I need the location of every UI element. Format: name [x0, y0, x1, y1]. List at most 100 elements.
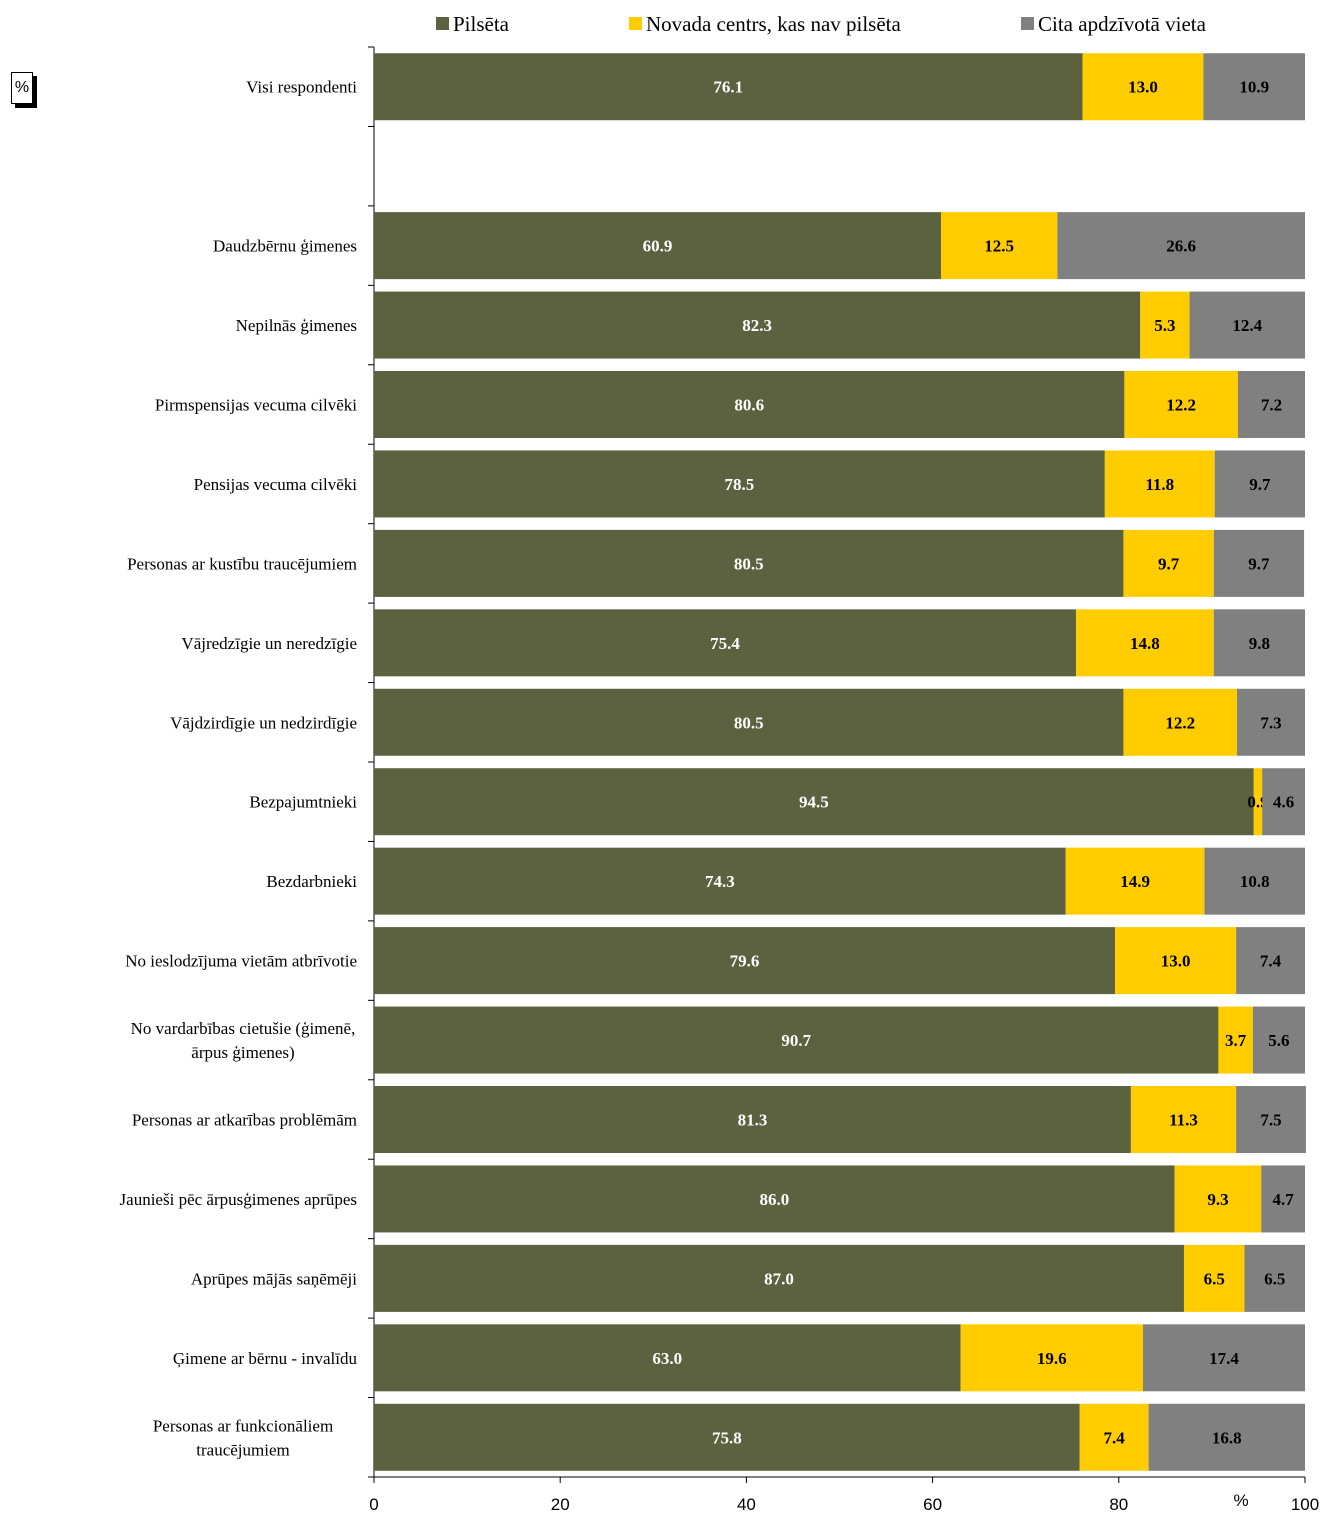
data-label: 86.0: [759, 1190, 789, 1209]
data-label: 14.9: [1120, 872, 1150, 891]
data-label: 90.7: [781, 1031, 811, 1050]
bars: 76.1 13.0 10.9 60.9 12.5 26.6 82.3 5.3 12.4 80.6 1…: [374, 53, 1306, 1471]
category-label: traucējumiem: [196, 1440, 289, 1459]
category-label: Personas ar kustību traucējumiem: [127, 554, 357, 573]
data-label: 3.7: [1225, 1031, 1247, 1050]
data-label: 17.4: [1209, 1349, 1239, 1368]
data-label: 7.4: [1104, 1428, 1126, 1447]
bar-segment: [1244, 1244, 1305, 1312]
data-label: 10.9: [1239, 78, 1269, 97]
bar-segment: [1124, 371, 1238, 438]
data-label: 60.9: [643, 237, 673, 256]
bar-segment: [1262, 768, 1305, 836]
bar-segment: [1174, 1165, 1262, 1233]
data-label: 11.3: [1169, 1111, 1198, 1130]
data-label: 7.2: [1261, 396, 1282, 415]
data-label: 76.1: [713, 78, 743, 97]
data-label: 6.5: [1264, 1269, 1285, 1288]
bar-segment: [374, 450, 1105, 518]
data-label: 19.6: [1037, 1349, 1067, 1368]
data-label: 5.3: [1154, 316, 1175, 335]
data-label: 75.4: [710, 634, 740, 653]
data-label: 9.7: [1248, 554, 1270, 573]
data-label: 81.3: [738, 1111, 768, 1130]
data-label: 80.5: [734, 554, 764, 573]
category-label: Vājdzirdīgie un nedzirdīgie: [170, 713, 357, 732]
data-label: 9.7: [1158, 554, 1180, 573]
category-label: Bezpajumtnieki: [249, 793, 357, 812]
bar-segment: [374, 529, 1124, 597]
category-axis: Visi respondenti Daudzbērnu ģimenes Nepiln…: [120, 46, 375, 1478]
bar-segment: [374, 609, 1076, 677]
data-label: 7.3: [1260, 713, 1281, 732]
bar-segment: [1203, 53, 1305, 121]
data-label: 14.8: [1130, 634, 1160, 653]
data-label: 80.6: [734, 396, 764, 415]
bar-segment: [1123, 688, 1238, 756]
bar-segment: [1236, 1086, 1306, 1153]
bar-segment: [1115, 927, 1237, 995]
bar-segment: [1252, 1006, 1305, 1074]
legend-swatch-3: [1021, 17, 1034, 30]
bar-segment: [1183, 1244, 1245, 1312]
data-label: 9.7: [1249, 475, 1271, 494]
bar-segment: [1065, 847, 1205, 915]
data-label: 87.0: [764, 1269, 794, 1288]
category-label: Pensijas vecuma cilvēki: [194, 475, 358, 494]
bar-segment: [1253, 768, 1263, 836]
data-label: 75.8: [712, 1428, 742, 1447]
data-label: 12.2: [1166, 396, 1196, 415]
data-label: 11.8: [1145, 475, 1174, 494]
data-label: 10.8: [1240, 872, 1270, 891]
bar-segment: [374, 688, 1124, 756]
data-label: 74.3: [705, 872, 735, 891]
bar-segment: [374, 1324, 961, 1392]
legend-swatch-1: [436, 17, 449, 30]
bar-segment: [1213, 609, 1305, 677]
bar-segment: [1104, 450, 1215, 518]
bar-segment: [940, 212, 1058, 280]
bar-segment: [374, 1165, 1175, 1233]
category-label: Jaunieši pēc ārpusģimenes aprūpes: [120, 1190, 357, 1209]
data-label: 12.5: [984, 237, 1014, 256]
x-tick-label: 40: [737, 1495, 756, 1514]
data-label: 78.5: [725, 475, 755, 494]
bar-segment: [1236, 927, 1305, 995]
bar-segment: [960, 1324, 1144, 1392]
bar-segment: [374, 1086, 1131, 1153]
bar-segment: [1148, 1403, 1305, 1471]
bar-segment: [1140, 291, 1190, 359]
x-tick-label: 60: [923, 1495, 942, 1514]
x-tick-label: 20: [551, 1495, 570, 1514]
bar-segment: [374, 927, 1116, 995]
bar-segment: [1261, 1165, 1305, 1233]
data-label: 63.0: [652, 1349, 682, 1368]
bar-segment: [374, 291, 1141, 359]
bar-segment: [1057, 212, 1305, 280]
data-label: 9.8: [1249, 634, 1270, 653]
bar-segment: [374, 1244, 1184, 1312]
bar-segment: [374, 212, 941, 280]
percent-badge: %: [11, 72, 33, 104]
category-label: Nepilnās ģimenes: [236, 316, 357, 335]
x-tick-label: 100: [1291, 1495, 1319, 1514]
category-label: Visi respondenti: [246, 78, 357, 97]
legend-label-1: Pilsēta: [453, 12, 510, 36]
x-axis: 0 20 40 60 80 100%: [369, 1476, 1319, 1514]
data-label: 79.6: [730, 952, 760, 971]
bar-segment: [374, 53, 1083, 121]
bar-segment: [374, 1006, 1219, 1074]
data-label: 6.5: [1204, 1269, 1225, 1288]
data-label: 9.3: [1207, 1190, 1228, 1209]
legend-label-3: Cita apdzīvotā vieta: [1038, 12, 1207, 36]
data-label: 4.7: [1272, 1190, 1294, 1209]
bar-segment: [1143, 1324, 1305, 1392]
data-label: 82.3: [742, 316, 772, 335]
data-label: 13.0: [1128, 78, 1158, 97]
bar-segment: [1130, 1086, 1237, 1153]
data-label: 80.5: [734, 713, 764, 732]
category-label: Bezdarbnieki: [266, 872, 357, 891]
data-label: 7.4: [1260, 952, 1282, 971]
bar-segment: [1213, 529, 1305, 597]
